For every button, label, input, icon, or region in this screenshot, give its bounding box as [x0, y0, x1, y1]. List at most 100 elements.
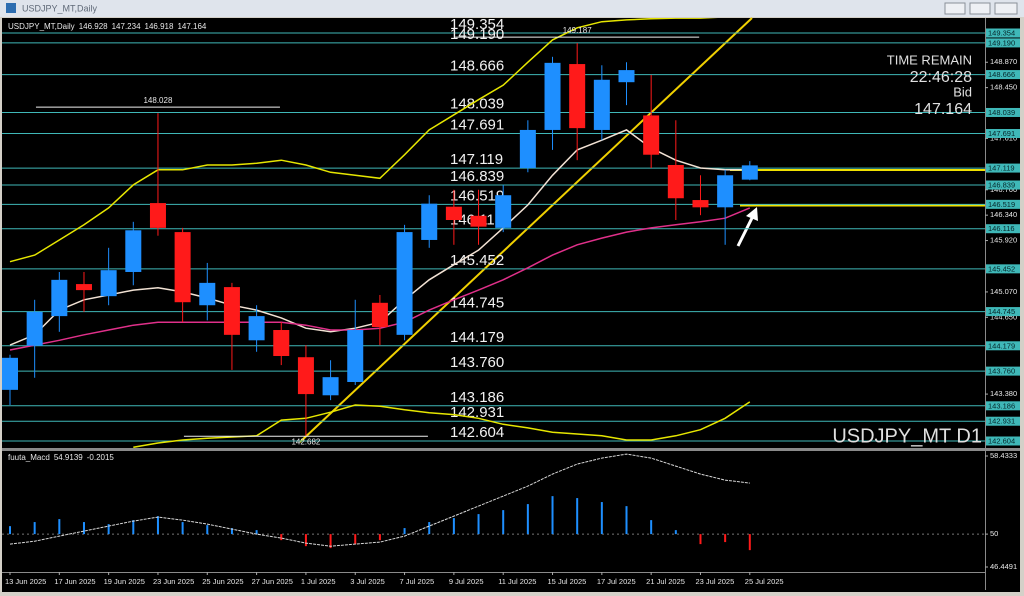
candle-body	[125, 230, 142, 272]
y-tick-label: 144.650	[990, 312, 1017, 321]
histogram-bar	[378, 534, 381, 541]
indicator-line	[133, 401, 751, 448]
annotation-label: 149.187	[563, 26, 592, 35]
candle-body	[667, 165, 684, 199]
level-label: 149.190	[450, 26, 504, 43]
candle-body	[149, 203, 166, 228]
level-box	[986, 224, 1020, 234]
level-box-label: 143.186	[988, 401, 1015, 410]
histogram-bar	[502, 510, 505, 535]
close-button[interactable]	[994, 2, 1018, 15]
level-box-label: 142.931	[988, 417, 1015, 426]
histogram-bar	[255, 530, 258, 535]
level-box-label: 146.519	[988, 200, 1015, 209]
histogram-bar	[9, 526, 11, 535]
x-tick-label: 11 Jul 2025	[498, 577, 536, 586]
candle-body	[445, 206, 462, 221]
indicator-main: 54.9139	[54, 453, 83, 462]
candle-body	[717, 175, 734, 208]
histogram-bar	[477, 514, 480, 535]
symbol: USDJPY_MT,Daily	[8, 22, 75, 31]
level-label: 143.186	[450, 389, 504, 406]
histogram-bar	[230, 528, 233, 535]
candle-body	[643, 115, 660, 155]
level-box	[986, 70, 1020, 80]
y-tick-label: 143.380	[990, 389, 1017, 398]
level-box	[986, 199, 1020, 209]
histogram-bar	[181, 522, 184, 535]
level-box	[986, 107, 1020, 117]
level-box-label: 144.745	[988, 307, 1015, 316]
x-tick-label: 23 Jun 2025	[153, 577, 194, 586]
level-label: 142.931	[450, 404, 504, 421]
x-tick-label: 17 Jul 2025	[597, 577, 636, 586]
level-box	[986, 366, 1020, 376]
level-box-label: 144.179	[988, 341, 1015, 350]
x-tick-label: 27 Jun 2025	[252, 577, 293, 586]
level-box-label: 145.452	[988, 264, 1015, 273]
window-title: USDJPY_MT,Daily	[22, 3, 98, 13]
histogram-bar	[551, 496, 554, 535]
level-box-label: 146.116	[988, 224, 1015, 233]
histogram-bar	[576, 498, 579, 535]
level-box-label: 149.190	[988, 38, 1015, 47]
level-box	[986, 180, 1020, 190]
level-box	[986, 163, 1020, 173]
x-tick-label: 7 Jul 2025	[400, 577, 435, 586]
x-tick-label: 9 Jul 2025	[449, 577, 484, 586]
x-tick-label: 25 Jul 2025	[745, 577, 784, 586]
histogram-bar	[674, 530, 677, 535]
candle-body	[100, 270, 117, 297]
level-box	[986, 264, 1020, 274]
window-icon	[6, 3, 16, 13]
y-tick-label: 58.4333	[990, 451, 1017, 460]
x-tick-label: 23 Jul 2025	[695, 577, 734, 586]
histogram-bar	[600, 502, 603, 535]
level-label: 146.519	[450, 187, 504, 204]
histogram-bar	[33, 522, 36, 535]
y-tick-label: 46.4491	[990, 562, 1017, 571]
level-label: 143.760	[450, 354, 504, 371]
x-tick-label: 15 Jul 2025	[548, 577, 587, 586]
candle-body	[199, 282, 216, 306]
candle-body	[51, 279, 68, 317]
histogram-bar	[650, 520, 653, 535]
histogram-bar	[699, 534, 702, 545]
level-box-label: 146.839	[988, 180, 1015, 189]
candle-body	[75, 284, 92, 291]
candle-body	[297, 357, 314, 395]
histogram-bar	[304, 534, 307, 547]
indicator-header: fuuta_Macd 54.9139 -0.2015	[8, 453, 114, 462]
annotation-label: 148.028	[143, 96, 172, 105]
x-tick-label: 25 Jun 2025	[202, 577, 243, 586]
candle-body	[322, 377, 339, 396]
candle-body	[519, 129, 536, 169]
indicator-line	[9, 18, 718, 263]
x-tick-label: 21 Jul 2025	[646, 577, 685, 586]
candle-body	[347, 330, 364, 382]
histogram-bar	[354, 534, 357, 545]
x-tick-label: 3 Jul 2025	[350, 577, 385, 586]
candle-body	[544, 62, 561, 130]
candle-body	[421, 203, 438, 240]
candle-body	[569, 64, 586, 129]
arrow	[736, 207, 758, 247]
level-label: 145.452	[450, 252, 504, 269]
y-tick-label: 50	[990, 529, 998, 538]
histogram-bar	[82, 522, 85, 535]
bid: 147.164	[914, 101, 972, 118]
level-label: 144.745	[450, 295, 504, 312]
minimize-button[interactable]	[944, 2, 966, 15]
candle-body	[741, 165, 758, 180]
maximize-button[interactable]	[969, 2, 991, 15]
ohlc-open: 146.928	[79, 22, 108, 31]
title-bar	[0, 0, 1024, 17]
histogram-bar	[452, 518, 455, 535]
level-box	[986, 129, 1020, 139]
ohlc-low: 146.918	[145, 22, 174, 31]
histogram-bar	[206, 525, 209, 535]
candle-body	[593, 79, 610, 130]
level-box-label: 147.691	[988, 129, 1015, 138]
histogram-bar	[625, 506, 628, 535]
